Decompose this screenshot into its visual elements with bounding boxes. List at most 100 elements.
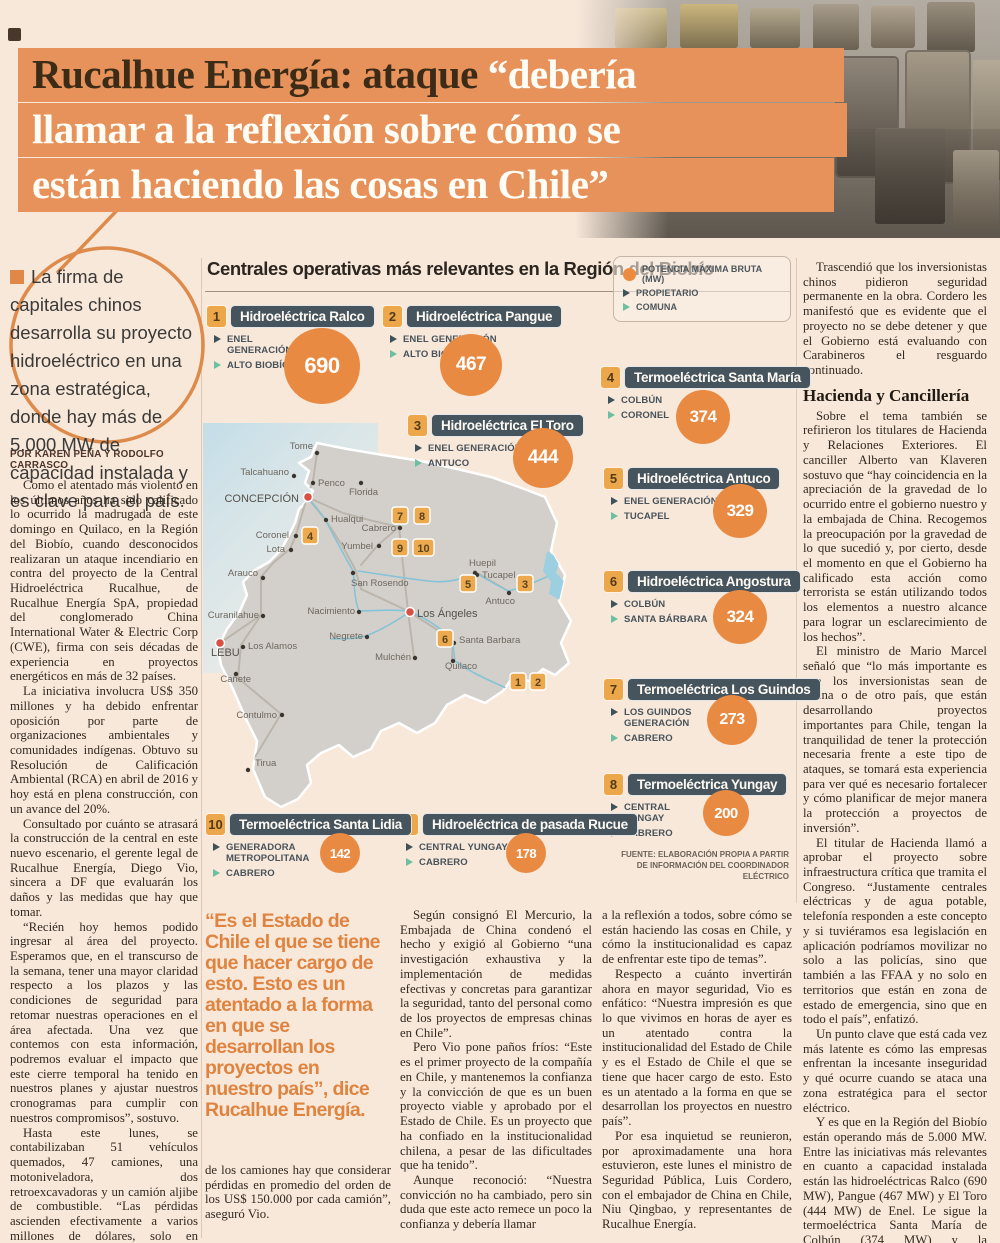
map-marker-7: 7 (391, 506, 409, 525)
paragraph: Aunque reconoció: “Nuestra convicción no… (400, 1172, 592, 1232)
map-city-label: Antuco (485, 596, 515, 607)
lake-laja (543, 551, 566, 600)
map-marker-number: 9 (397, 543, 403, 555)
plant-card-ralco: 1 Hidroeléctrica Ralco ENEL GENERACIÓN AL… (206, 305, 375, 404)
map-city-dot-major (404, 606, 416, 618)
plant-card-antuco: 5 Hidroeléctrica Antuco ENEL GENERACIÓN T… (603, 467, 781, 538)
column-divider (201, 258, 202, 1238)
legend-label: POTENCIA MÁXIMA BRUTA (MW) (642, 264, 762, 284)
map-city-dot (260, 613, 266, 619)
plant-owner: LOS GUINDOS GENERACIÓN (611, 707, 711, 729)
plant-number-badge: 1 (206, 305, 227, 328)
map-city-dot (240, 644, 246, 650)
map-city-dot (310, 480, 316, 486)
map-city-label: Coronel (256, 530, 289, 541)
body-column-3: Según consignó El Mercurio, la Embajada … (400, 908, 592, 1232)
plant-owner: COLBÚN (611, 599, 719, 610)
plant-mw-value: 324 (713, 590, 767, 644)
body-column-1: Como el atentado más violento en los últ… (10, 478, 198, 1243)
map-marker-box (412, 538, 435, 557)
map-marker-box (459, 574, 477, 593)
map-city-dot (397, 525, 403, 531)
paragraph: Y es que en la Región del Biobío están o… (803, 1115, 987, 1243)
map-marker-4: 4 (301, 526, 319, 545)
map-marker-3: 3 (516, 574, 534, 593)
map-city-dot (245, 767, 251, 773)
commune-triangle-icon (213, 869, 220, 877)
plant-commune: ALTO BIOBÍO (390, 349, 508, 360)
section-subhead: Hacienda y Cancillería (803, 385, 970, 405)
map-city-label: Tirua (255, 758, 277, 769)
map-city-label: Cabrero (362, 523, 396, 534)
plant-mw-value: 374 (676, 390, 730, 444)
map-city-dot (233, 671, 239, 677)
map-city-label: Hualqui (331, 514, 363, 525)
owner-triangle-icon (214, 335, 221, 343)
commune-triangle-icon (608, 411, 615, 419)
plant-owner: COLBÚN (608, 395, 692, 406)
map-city-dot (506, 590, 512, 596)
summary-bullet-square (10, 270, 24, 284)
body-column-4: a la reflexión a todos, sobre cómo se es… (602, 908, 792, 1232)
plant-mw-value: 690 (284, 328, 360, 404)
infographic-legend: POTENCIA MÁXIMA BRUTA (MW) PROPIETARIO C… (613, 256, 791, 322)
paragraph: La iniciativa involucra US$ 350 millones… (10, 684, 198, 816)
plant-title: Hidroeléctrica Pangue (406, 305, 563, 328)
plant-card-los-guindos: 7 Termoeléctrica Los Guindos LOS GUINDOS … (603, 678, 821, 748)
paragraph: Respecto a cuánto invertirán ahora en ma… (602, 966, 792, 1129)
plant-number-badge: 3 (407, 414, 428, 437)
plant-number-badge: 2 (382, 305, 403, 328)
map-city-dot-major (302, 491, 314, 503)
map-city-dot (364, 634, 370, 640)
map-city-dot (288, 547, 294, 553)
infographic-title: Centrales operativas más relevantes en l… (207, 258, 714, 279)
map-city-dot (323, 517, 329, 523)
plant-owner: GENERADORA METROPOLITANA (213, 842, 325, 864)
map-marker-number: 2 (535, 677, 541, 689)
map-marker-2: 2 (529, 672, 547, 691)
map-marker-box (509, 672, 527, 691)
map-marker-number: 4 (307, 531, 314, 543)
plant-card-santa-lidia: 10 Termoeléctrica Santa Lidia GENERADORA … (205, 813, 413, 883)
biobio-region-map: Tome Talcahuano Penco CONCEPCIÓN Florida Hual… (203, 423, 573, 809)
legend-item-potencia: POTENCIA MÁXIMA BRUTA (MW) (623, 264, 781, 284)
paragraph: “Recién hoy hemos podido ingresar al áre… (10, 919, 198, 1125)
owner-triangle-icon (611, 708, 618, 716)
owner-triangle-icon (611, 600, 618, 608)
map-city-label: Curanilahue (208, 610, 259, 621)
owner-triangle-icon (213, 843, 220, 851)
map-marker-number: 1 (515, 677, 521, 689)
plant-number-badge: 5 (603, 467, 624, 490)
plant-owner: ENEL GENERACIÓN (611, 496, 719, 507)
headline-line-2: llamar a la reflexión sobre cómo se (18, 103, 847, 157)
map-city-label: Penco (318, 478, 345, 489)
plant-number-badge: 4 (600, 366, 621, 389)
map-city-label: San Rosendo (351, 578, 409, 589)
plant-commune: CABRERO (611, 733, 711, 744)
plant-card-santa-maria: 4 Termoeléctrica Santa María COLBÚN CORON… (600, 366, 811, 444)
plant-commune: ALTO BIOBÍO (214, 360, 302, 371)
map-city-label: Santa Barbara (459, 635, 521, 646)
map-city-dot (358, 480, 364, 486)
plant-card-angostura: 6 Hidroeléctrica Angostura COLBÚN SANTA B… (603, 570, 801, 644)
plant-owner: ENEL GENERACIÓN (390, 334, 508, 345)
commune-triangle-icon (611, 512, 618, 520)
plant-card-yungay: 8 Termoeléctrica Yungay CENTRAL YUNGAY CA… (603, 773, 788, 843)
city-dots (214, 450, 512, 773)
map-marker-box (436, 629, 454, 648)
map-marker-number: 10 (417, 543, 429, 555)
plant-commune: TUCAPEL (611, 511, 719, 522)
paragraph: Un punto clave que está cada vez más lat… (803, 1026, 987, 1115)
map-marker-8: 8 (413, 506, 431, 525)
plant-card-pangue: 2 Hidroeléctrica Pangue ENEL GENERACIÓN A… (382, 305, 563, 396)
paragraph: Según consignó El Mercurio, la Embajada … (400, 908, 592, 1040)
headline-line-3: están haciendo las cosas en Chile” (18, 158, 834, 212)
map-city-label: Huepil (469, 558, 496, 569)
commune-triangle-icon (406, 858, 413, 866)
plant-commune: SANTA BÁRBARA (611, 614, 719, 625)
city-labels: Tome Talcahuano Penco CONCEPCIÓN Florida Hual… (208, 441, 521, 769)
plant-commune: ANTUCO (415, 458, 523, 469)
paragraph: a la reflexión a todos, sobre cómo se es… (602, 908, 792, 967)
plant-title: Termoeléctrica Santa Lidia (229, 813, 413, 836)
